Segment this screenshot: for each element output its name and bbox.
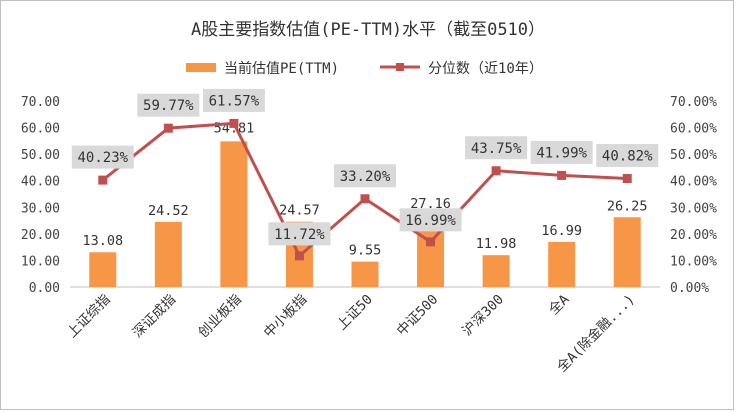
y-right-tick-label: 30.00%	[670, 201, 717, 216]
bar-value-label: 9.55	[349, 243, 382, 259]
x-category-label: 沪深300	[459, 292, 507, 340]
legend-line-marker	[396, 63, 404, 71]
bar-value-label: 16.99	[541, 223, 582, 239]
y-left-tick-label: 0.00	[29, 281, 60, 296]
bar	[89, 252, 117, 287]
y-left-tick-label: 10.00	[21, 254, 60, 269]
line-value-label: 11.72%	[274, 227, 325, 243]
bar	[351, 261, 379, 287]
y-right-tick-label: 60.00%	[670, 122, 717, 137]
line-value-label: 41.99%	[536, 145, 587, 161]
line-label-box	[530, 140, 593, 164]
line-value-label: 40.23%	[77, 150, 128, 166]
line-marker	[360, 194, 370, 204]
y-left-tick-label: 70.00	[21, 95, 60, 110]
line-label-box	[268, 222, 331, 246]
line-marker	[557, 170, 567, 180]
line-label-box	[202, 88, 265, 112]
line-marker	[163, 123, 173, 133]
x-category-label: 深证成指	[130, 292, 179, 341]
line-value-label: 16.99%	[405, 213, 456, 229]
line-label-box	[137, 93, 200, 117]
line-value-label: 43.75%	[471, 141, 522, 157]
y-right-tick-label: 20.00%	[670, 228, 717, 243]
legend-bar-swatch	[186, 63, 216, 72]
x-category-label: 上证50	[334, 292, 376, 334]
x-category-label: 上证综指	[64, 292, 113, 341]
bar	[482, 255, 510, 287]
x-category-label: 全A	[545, 291, 572, 318]
bar	[220, 141, 248, 287]
bar	[613, 217, 641, 287]
y-left-tick-label: 40.00	[21, 175, 60, 190]
y-left-tick-label: 60.00	[21, 122, 60, 137]
line-label-box	[596, 144, 659, 168]
line-value-label: 40.82%	[602, 149, 653, 165]
x-category-label: 中证500	[394, 292, 442, 340]
y-right-tick-label: 0.00%	[670, 281, 709, 296]
y-left-tick-label: 50.00	[21, 148, 60, 163]
line-marker	[622, 174, 632, 184]
bar-value-label: 13.08	[82, 233, 123, 249]
bar-value-label: 24.57	[279, 203, 320, 219]
x-category-label: 创业板指	[195, 292, 244, 341]
bar	[548, 241, 576, 287]
line-label-box	[465, 136, 528, 160]
legend-bar-label: 当前估值PE(TTM)	[224, 60, 339, 77]
chart-title: A股主要指数估值(PE-TTM)水平（截至0510）	[191, 20, 545, 40]
y-right-tick-label: 10.00%	[670, 254, 717, 269]
line-marker	[491, 166, 501, 176]
bar-value-label: 11.98	[476, 236, 517, 252]
line-label-box	[334, 164, 396, 188]
line-marker	[229, 118, 239, 128]
y-right-tick-label: 50.00%	[670, 148, 717, 163]
bar-value-label: 27.16	[410, 196, 451, 212]
line-value-label: 61.57%	[209, 93, 260, 109]
line-label-box	[399, 208, 462, 232]
line-marker	[98, 175, 108, 185]
y-right-tick-label: 40.00%	[670, 175, 717, 190]
bar-value-label: 24.52	[148, 203, 189, 219]
legend: 当前估值PE(TTM) 分位数（近10年）	[186, 60, 543, 77]
y-left-tick-label: 30.00	[21, 201, 60, 216]
x-category-label: 中小板指	[261, 292, 310, 341]
bar-value-label: 26.25	[607, 198, 648, 214]
plot-area: 0.00 10.00 20.00 30.00 40.00 50.00 60.00 70.00 0…	[21, 88, 717, 376]
bar	[154, 221, 182, 287]
legend-line-label: 分位数（近10年）	[428, 61, 543, 77]
line-marker	[426, 237, 436, 247]
line-value-label: 59.77%	[143, 98, 194, 114]
line-label-box	[71, 145, 134, 169]
y-right-tick-label: 70.00%	[670, 95, 717, 110]
line-marker	[294, 251, 304, 261]
y-left-tick-label: 20.00	[21, 228, 60, 243]
line-value-label: 33.20%	[340, 169, 391, 185]
